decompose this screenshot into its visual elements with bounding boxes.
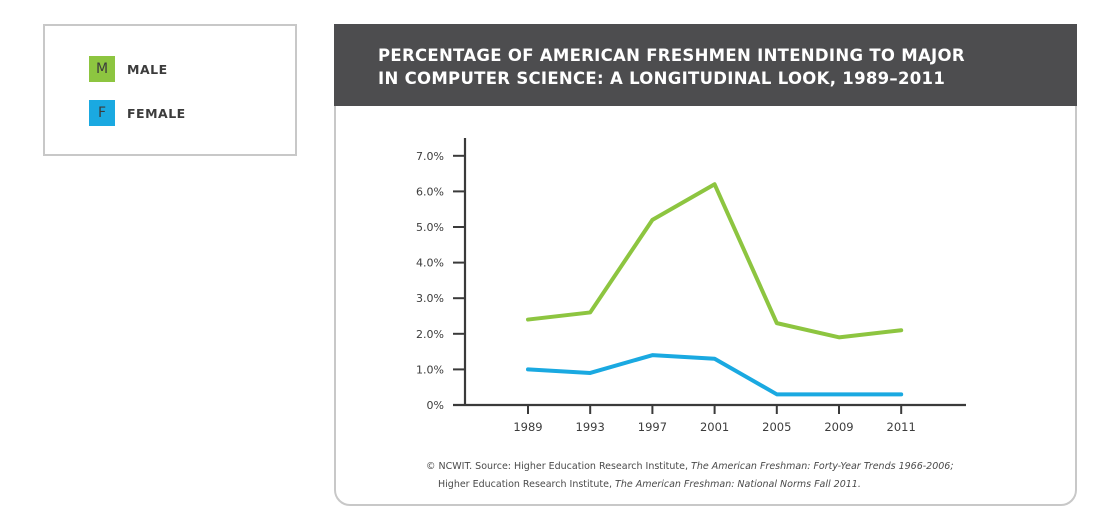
- x-tick-label: 2001: [700, 420, 729, 434]
- footnote-line-2-title: The American Freshman: National Norms Fa…: [615, 479, 861, 490]
- y-tick-label: 5.0%: [416, 221, 444, 234]
- x-tick-label: 1997: [638, 420, 667, 434]
- footnote-line-2: Higher Education Research Institute, The…: [426, 476, 1046, 494]
- footnote-line-2-text: Higher Education Research Institute,: [438, 479, 616, 490]
- y-tick-label: 6.0%: [416, 185, 444, 198]
- legend-swatch-female: F: [89, 100, 115, 126]
- legend-item-male: M MALE: [89, 56, 168, 82]
- series-line-female: [526, 353, 904, 397]
- footnote-line-1-title: The American Freshman: Forty-Year Trends…: [691, 461, 954, 472]
- y-tick-label: 2.0%: [416, 328, 444, 341]
- chart-title: PERCENTAGE OF AMERICAN FRESHMEN INTENDIN…: [378, 46, 965, 88]
- footnote-line-1: © NCWIT. Source: Higher Education Resear…: [426, 458, 1046, 476]
- x-tick-label: 2005: [762, 420, 791, 434]
- line-chart: 0% 1.0% 2.0% 3.0% 4.0% 5.0% 6.0% 7.0% 1989 1993 19…: [416, 138, 966, 434]
- y-tick-label: 0%: [427, 399, 444, 412]
- x-tick-label: 2009: [824, 420, 853, 434]
- legend: M MALE F FEMALE: [43, 24, 297, 156]
- y-tick-label: 1.0%: [416, 363, 444, 376]
- chart-card: PERCENTAGE OF AMERICAN FRESHMEN INTENDIN…: [334, 24, 1077, 506]
- legend-label-female: FEMALE: [127, 105, 186, 121]
- y-tick-label: 3.0%: [416, 292, 444, 305]
- y-tick-label: 7.0%: [416, 150, 444, 163]
- footnote-line-1-text: © NCWIT. Source: Higher Education Resear…: [426, 461, 692, 472]
- legend-label-male: MALE: [127, 61, 168, 77]
- chart-header: PERCENTAGE OF AMERICAN FRESHMEN INTENDIN…: [334, 24, 1077, 106]
- source-footnote: © NCWIT. Source: Higher Education Resear…: [426, 458, 1046, 494]
- x-tick-label: 1993: [576, 420, 605, 434]
- legend-item-female: F FEMALE: [89, 100, 186, 126]
- x-tick-label: 1989: [513, 420, 542, 434]
- legend-swatch-male: M: [89, 56, 115, 82]
- y-tick-label: 4.0%: [416, 257, 444, 270]
- x-tick-label: 2011: [887, 420, 916, 434]
- series-line-male: [526, 182, 904, 340]
